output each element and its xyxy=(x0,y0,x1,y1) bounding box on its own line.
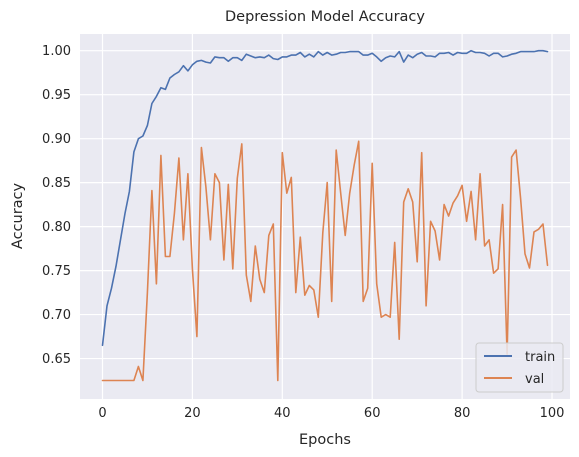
y-gridlines xyxy=(80,50,570,360)
y-tick-label: 0.95 xyxy=(42,88,71,103)
y-tick-label: 0.65 xyxy=(42,352,71,367)
legend-label-train: train xyxy=(525,350,555,365)
y-tick-label: 0.70 xyxy=(42,308,71,323)
x-tick-label: 60 xyxy=(364,406,381,421)
y-tick-labels: 0.65 0.70 0.75 0.80 0.85 0.90 0.95 1.00 xyxy=(42,44,71,367)
y-tick-label: 0.75 xyxy=(42,264,71,279)
x-tick-labels: 0 20 40 60 80 100 xyxy=(98,406,564,421)
x-tick-label: 20 xyxy=(184,406,201,421)
y-tick-label: 0.90 xyxy=(42,132,71,147)
y-axis-label: Accuracy xyxy=(10,182,26,249)
x-gridlines xyxy=(101,34,553,399)
series-line-train xyxy=(101,49,549,347)
y-tick-label: 1.00 xyxy=(42,44,71,59)
x-tick-label: 80 xyxy=(454,406,471,421)
series-lines xyxy=(101,49,549,382)
legend: train val xyxy=(475,342,564,393)
y-tick-label: 0.85 xyxy=(42,176,71,191)
x-axis-label: Epochs xyxy=(299,432,351,448)
x-tick-label: 40 xyxy=(274,406,291,421)
x-tick-label: 100 xyxy=(540,406,565,421)
x-tick-label: 0 xyxy=(98,406,106,421)
series-line-val xyxy=(101,140,549,382)
legend-label-val: val xyxy=(525,372,544,387)
y-tick-label: 0.80 xyxy=(42,220,71,235)
chart-title: Depression Model Accuracy xyxy=(225,9,425,25)
